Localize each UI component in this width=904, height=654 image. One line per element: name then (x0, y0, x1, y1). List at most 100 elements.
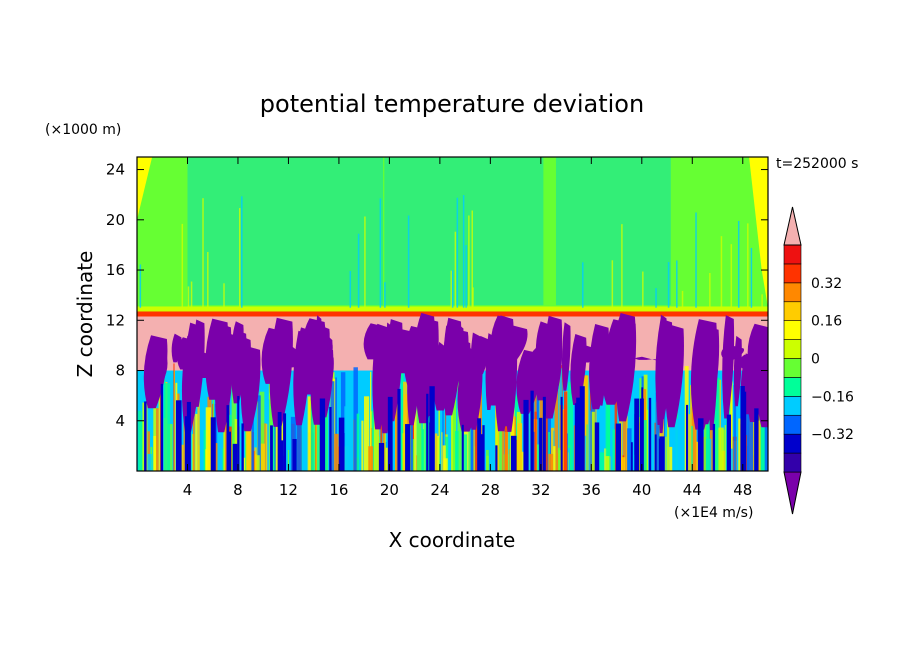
streak (540, 456, 545, 471)
streak (442, 366, 444, 471)
streak (452, 389, 457, 471)
streak (733, 385, 737, 471)
filament (737, 220, 740, 308)
filament (379, 198, 382, 308)
colorbar-segment (783, 282, 802, 303)
x-tick-label: 8 (233, 481, 243, 499)
filament (761, 294, 763, 308)
streak (658, 438, 665, 471)
filament (451, 270, 454, 308)
plume (589, 323, 610, 410)
streak (259, 391, 265, 471)
streak (548, 432, 550, 471)
filament (456, 197, 459, 308)
streak (317, 379, 322, 471)
streak (334, 433, 339, 471)
streak (167, 423, 173, 471)
x-tick-label: 24 (430, 481, 449, 499)
streak (226, 405, 230, 471)
streak (758, 420, 761, 471)
streak (675, 418, 679, 471)
streak (477, 418, 482, 471)
plume (269, 317, 293, 427)
colorbar-extend-high (783, 206, 802, 246)
streak (615, 423, 621, 471)
colorbar-tick-label: 0.16 (811, 314, 842, 330)
filament (667, 262, 670, 308)
streak (726, 414, 732, 471)
streak (257, 395, 261, 471)
streak (254, 455, 260, 471)
x-axis-label: X coordinate (389, 528, 516, 552)
streak (277, 412, 282, 471)
streak (147, 431, 150, 471)
streak (442, 445, 446, 471)
streak (348, 457, 350, 471)
streak (292, 438, 297, 471)
streak (210, 417, 216, 471)
streak (495, 445, 498, 471)
streak (479, 434, 485, 471)
plume (561, 322, 571, 391)
streak (181, 444, 184, 471)
streak (445, 436, 449, 471)
streak (614, 370, 618, 471)
streak (159, 379, 162, 471)
streak (698, 418, 704, 471)
plume (733, 335, 742, 407)
streak (501, 423, 505, 471)
streak (548, 453, 554, 471)
streak (307, 396, 312, 471)
streak (688, 414, 691, 471)
streak (329, 406, 332, 471)
streak (158, 366, 160, 471)
streak (558, 450, 563, 471)
streak (241, 423, 244, 471)
streak (330, 381, 335, 471)
streak (353, 367, 358, 471)
streak (153, 373, 157, 471)
streak (280, 440, 284, 471)
colorbar-segment (783, 452, 802, 473)
streak (654, 434, 657, 471)
plot-frame (136, 156, 769, 472)
upper-band-3 (555, 157, 671, 306)
streak (583, 435, 587, 471)
streak (554, 366, 559, 471)
streak (364, 396, 370, 471)
plume (757, 353, 768, 428)
colorbar-segment (783, 339, 802, 359)
streak (517, 423, 523, 471)
streak (655, 392, 660, 471)
filament (695, 212, 697, 308)
streak (260, 443, 266, 471)
streak (539, 417, 543, 471)
streak (694, 441, 699, 471)
streak (429, 386, 435, 471)
filament (750, 247, 753, 308)
y-tick-label: 20 (106, 211, 125, 229)
streak (605, 456, 610, 471)
streak (461, 424, 464, 471)
y-tick-label: 12 (106, 311, 125, 329)
filament (364, 216, 366, 308)
streak (718, 427, 724, 471)
filament (407, 215, 410, 308)
streak (420, 429, 425, 471)
y-ticks: 4 8 12 16 20 24 (106, 161, 768, 430)
streak (553, 446, 556, 471)
streak (146, 453, 152, 471)
streak (345, 444, 350, 471)
streak (630, 442, 633, 471)
x-tick-label: 12 (279, 481, 298, 499)
filament (676, 260, 678, 308)
upper-band-1 (187, 157, 384, 306)
filament (471, 210, 474, 308)
streak (405, 424, 411, 471)
streak (457, 373, 462, 471)
x-tick-label: 16 (329, 481, 348, 499)
streak (639, 398, 644, 471)
streak (712, 374, 717, 471)
streak (599, 452, 605, 471)
